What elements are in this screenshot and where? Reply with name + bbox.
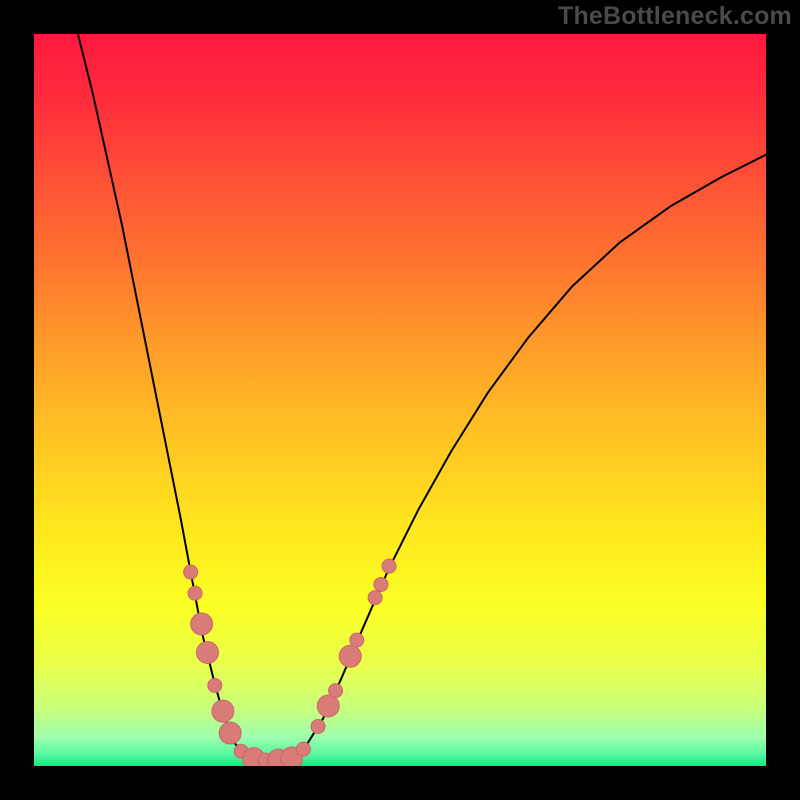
data-marker <box>208 678 222 692</box>
data-marker <box>219 722 241 744</box>
data-marker <box>184 565 198 579</box>
data-marker <box>188 586 202 600</box>
data-marker <box>329 684 343 698</box>
data-marker <box>296 742 310 756</box>
data-marker <box>311 719 325 733</box>
data-marker <box>196 642 218 664</box>
data-marker <box>382 559 396 573</box>
chart-frame <box>0 0 800 800</box>
data-marker <box>350 633 364 647</box>
data-marker <box>191 613 213 635</box>
data-marker <box>212 700 234 722</box>
data-marker <box>317 695 339 717</box>
chart-plot <box>0 0 800 800</box>
data-marker <box>374 577 388 591</box>
data-marker <box>368 591 382 605</box>
watermark-text: TheBottleneck.com <box>558 2 792 31</box>
data-marker <box>339 645 361 667</box>
